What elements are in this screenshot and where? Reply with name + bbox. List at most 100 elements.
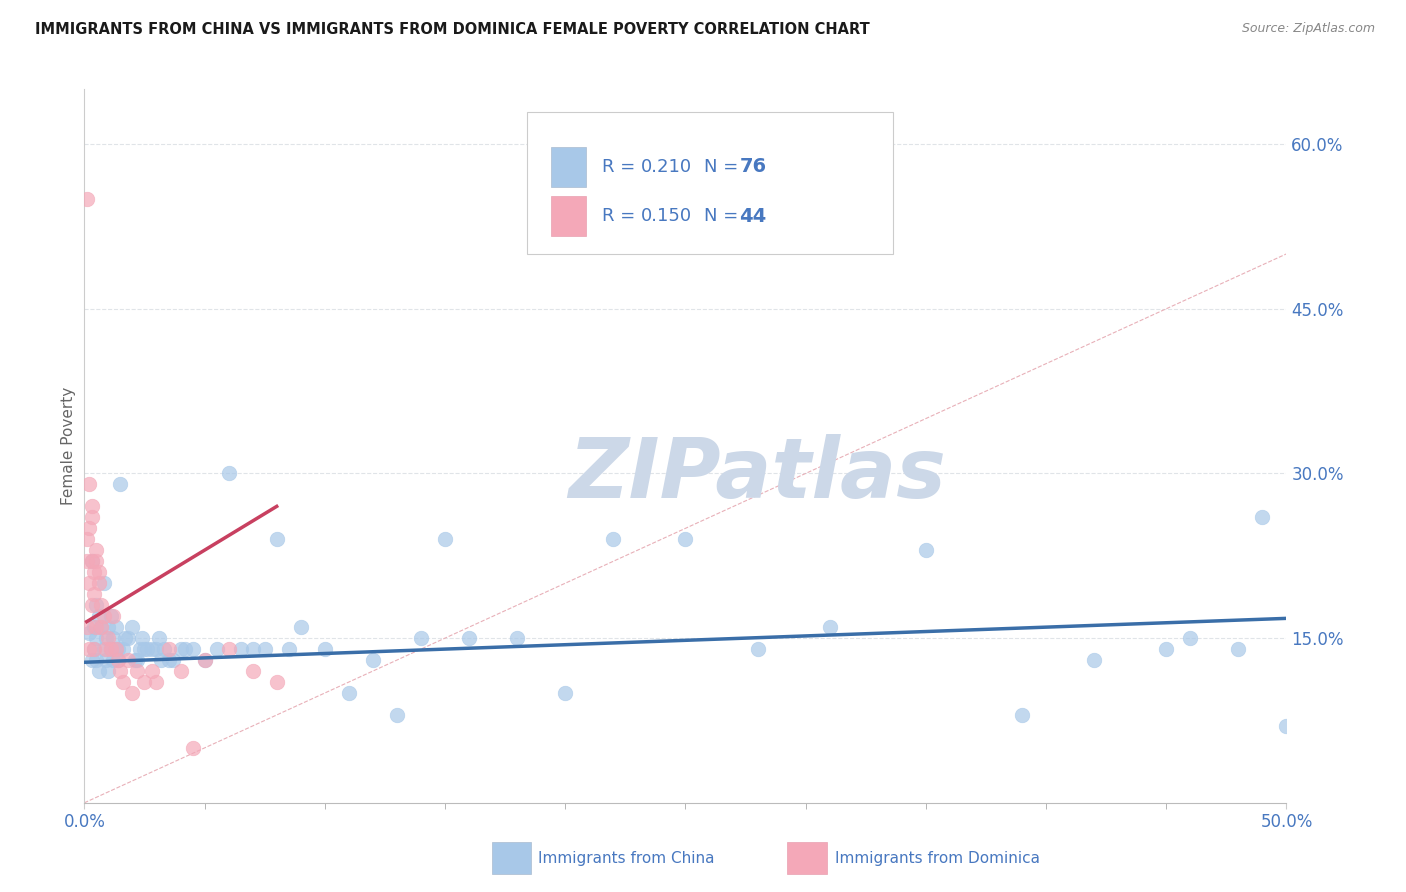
Point xyxy=(114,631,136,645)
Point xyxy=(602,533,624,547)
Point xyxy=(1011,708,1033,723)
Point xyxy=(80,500,103,514)
Point xyxy=(242,642,264,657)
Point xyxy=(157,653,180,667)
Point xyxy=(194,653,217,667)
Point xyxy=(83,566,105,580)
Point xyxy=(90,620,112,634)
Point xyxy=(90,620,112,634)
Point xyxy=(80,510,103,524)
Point xyxy=(90,598,112,612)
Point xyxy=(86,620,108,634)
Text: 0.210: 0.210 xyxy=(641,158,692,176)
Point xyxy=(76,192,98,206)
Point xyxy=(277,642,299,657)
Point xyxy=(111,642,134,657)
Point xyxy=(1083,653,1105,667)
Point xyxy=(86,631,108,645)
Point xyxy=(97,664,120,678)
Point xyxy=(83,587,105,601)
Point xyxy=(87,664,110,678)
Point xyxy=(107,653,129,667)
Point xyxy=(434,533,457,547)
Text: Source: ZipAtlas.com: Source: ZipAtlas.com xyxy=(1241,22,1375,36)
Point xyxy=(290,620,312,634)
Point xyxy=(134,642,156,657)
Point xyxy=(97,631,120,645)
Point xyxy=(915,543,938,558)
Point xyxy=(94,642,117,657)
Point xyxy=(169,642,191,657)
Point xyxy=(1251,510,1274,524)
Point xyxy=(1180,631,1202,645)
Point xyxy=(181,642,204,657)
Point xyxy=(127,664,149,678)
Point xyxy=(181,740,204,755)
Point xyxy=(93,642,115,657)
Point xyxy=(97,620,120,634)
Point xyxy=(337,686,360,700)
Point xyxy=(194,653,217,667)
Point xyxy=(100,642,122,657)
Point xyxy=(87,609,110,624)
Point xyxy=(229,642,252,657)
Point xyxy=(205,642,228,657)
Point xyxy=(77,521,100,535)
Text: 44: 44 xyxy=(740,207,766,226)
Point xyxy=(94,631,117,645)
Point xyxy=(80,554,103,568)
Point xyxy=(747,642,769,657)
Point xyxy=(87,576,110,591)
Point xyxy=(77,625,100,640)
Point xyxy=(152,642,174,657)
Text: 76: 76 xyxy=(740,157,766,177)
Point xyxy=(107,653,129,667)
Text: N =: N = xyxy=(704,207,744,226)
Point xyxy=(124,653,146,667)
Point xyxy=(141,642,163,657)
Point xyxy=(117,653,139,667)
Point xyxy=(218,467,240,481)
Point xyxy=(86,554,108,568)
Point xyxy=(148,631,170,645)
Text: ZIPatlas: ZIPatlas xyxy=(568,434,946,515)
Point xyxy=(266,533,288,547)
Point xyxy=(80,554,103,568)
Point xyxy=(93,576,115,591)
Point xyxy=(314,642,336,657)
Point xyxy=(145,642,167,657)
Point xyxy=(104,642,127,657)
Point xyxy=(94,653,117,667)
Point xyxy=(1275,719,1298,733)
Point xyxy=(141,664,163,678)
Point xyxy=(86,598,108,612)
Point xyxy=(131,631,153,645)
Point xyxy=(117,631,139,645)
Point xyxy=(1156,642,1178,657)
Point xyxy=(80,598,103,612)
Point xyxy=(169,664,191,678)
Point xyxy=(554,686,576,700)
Point xyxy=(458,631,481,645)
Point xyxy=(104,620,127,634)
Point xyxy=(506,631,529,645)
Point xyxy=(77,477,100,491)
Point xyxy=(83,620,105,634)
Point xyxy=(76,620,98,634)
Y-axis label: Female Poverty: Female Poverty xyxy=(60,387,76,505)
Text: 0.150: 0.150 xyxy=(641,207,692,226)
Point xyxy=(86,543,108,558)
Point xyxy=(110,477,132,491)
Point xyxy=(135,642,157,657)
Point xyxy=(103,653,125,667)
Point xyxy=(77,576,100,591)
Point xyxy=(77,642,100,657)
Point xyxy=(242,664,264,678)
Point xyxy=(103,631,125,645)
Point xyxy=(145,675,167,690)
Text: Immigrants from China: Immigrants from China xyxy=(538,851,716,865)
Point xyxy=(76,533,98,547)
Text: R =: R = xyxy=(602,207,641,226)
Point xyxy=(128,642,150,657)
Text: IMMIGRANTS FROM CHINA VS IMMIGRANTS FROM DOMINICA FEMALE POVERTY CORRELATION CHA: IMMIGRANTS FROM CHINA VS IMMIGRANTS FROM… xyxy=(35,22,870,37)
